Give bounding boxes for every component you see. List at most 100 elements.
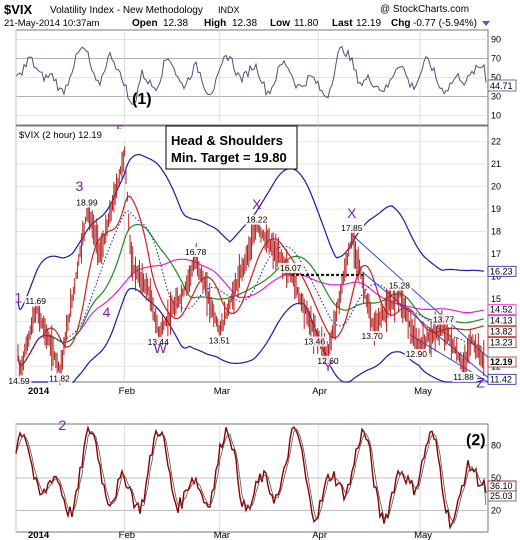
pivot-label: 16.78	[185, 247, 207, 257]
wave-label: 1	[14, 289, 22, 305]
price-tag-box	[487, 304, 517, 316]
wave-label: Y	[323, 358, 333, 374]
stoch-tag-2-box	[487, 490, 517, 502]
pivot-label: 13.46	[304, 336, 326, 346]
rsi-tick-label: 90	[491, 35, 501, 45]
legend-text: $VIX (2 hour) 12.19	[19, 130, 102, 141]
x-tick-label: Apr	[312, 386, 327, 397]
price-tag-box	[487, 265, 517, 277]
x-tick-label: 2014	[28, 386, 50, 397]
pivot-label: 17.85	[341, 223, 363, 233]
pivot-label: 18.22	[246, 215, 268, 225]
pivot-label: 13.44	[148, 337, 170, 347]
dropdown-arrow-icon[interactable]	[482, 21, 490, 26]
stoch-tags: 36.10 25.03	[487, 480, 517, 502]
stoch-tick-label: 20	[491, 505, 501, 515]
price-tag-box	[487, 315, 517, 327]
stoch-wave-label: (2)	[466, 432, 486, 449]
price-tick-label: 22	[491, 137, 501, 147]
wave-label: X	[252, 196, 262, 212]
price-bars	[17, 146, 485, 385]
stoch-d-line	[15, 428, 487, 525]
pivot-label-bg	[387, 280, 412, 291]
pivot-label: 11.88	[453, 372, 474, 382]
high-value: 12.38	[232, 18, 257, 29]
pivot-label-bg	[24, 296, 49, 307]
pivot-label-bg	[48, 373, 73, 384]
pivot-label: 16.07	[280, 263, 302, 273]
pivot-label: 13.77	[433, 315, 455, 325]
low-value: 11.80	[294, 18, 319, 29]
x-tick-label: Feb	[119, 386, 135, 397]
stoch-grid	[16, 445, 488, 511]
legend-bg	[18, 129, 142, 140]
price-tick-label: 17	[491, 249, 501, 259]
price-tag-box	[487, 373, 517, 385]
wave-label: 4	[103, 304, 111, 320]
price-tick-label: 20	[491, 182, 501, 192]
ma-red-line	[17, 195, 484, 367]
stoch-axis: 80 50 20	[491, 441, 501, 516]
pivot-label-bg	[7, 376, 32, 387]
price-tick-label: 21	[491, 159, 501, 169]
price-tag-label: 14.13	[490, 316, 513, 326]
price-tag-label: 11.42	[490, 374, 512, 384]
price-tag-box	[487, 337, 517, 349]
rsi-last-tag: 44.71	[487, 79, 517, 92]
pivot-label-bg	[316, 355, 341, 366]
last-label: Last	[332, 18, 353, 29]
pivot-label-bg	[404, 349, 429, 360]
pivot-label: 14.59	[8, 376, 30, 386]
date-label: 21-May-2014 10:37am	[4, 18, 100, 29]
rsi-axis: 90 70 50 30 10	[491, 35, 501, 121]
price-tag-box	[487, 356, 517, 368]
pivot-label-bg	[452, 371, 477, 382]
last-value: 12.19	[356, 18, 381, 29]
pivot-label-bg	[302, 336, 327, 347]
pivot-label-bg	[207, 335, 232, 346]
symbol-label: $VIX	[4, 2, 33, 17]
rsi-last-box	[487, 79, 517, 92]
stoch-tick-label: 80	[491, 441, 501, 451]
open-value: 12.38	[163, 18, 188, 29]
price-tag-label: 14.52	[490, 305, 513, 315]
trendline	[351, 234, 489, 358]
rsi-tick-label: 30	[491, 92, 501, 102]
pivot-label: 11.82	[49, 373, 70, 383]
wave-labels: 12345WXXYZ	[14, 122, 485, 433]
pivot-label-bg	[146, 336, 171, 347]
high-label: High	[204, 18, 226, 29]
pivot-label: 15.28	[389, 281, 411, 291]
stoch-tag-2: 25.03	[490, 491, 513, 501]
pivot-label: 18.99	[76, 197, 98, 207]
price-tick-label: 15	[491, 294, 501, 304]
wave-label: 2	[59, 417, 67, 433]
stoch-tag-1: 36.10	[490, 481, 513, 491]
pivot-label-bg	[279, 262, 304, 273]
pivot-label: 13.70	[362, 331, 384, 341]
price-tick-label: 19	[491, 204, 501, 214]
chg-label: Chg	[391, 18, 410, 29]
wave-label: 3	[76, 178, 84, 194]
ma-magenta-line	[17, 258, 484, 367]
pivot-label: 13.51	[209, 335, 231, 345]
rsi-wave-label: (1)	[132, 91, 152, 108]
watermark: @ StockCharts.com	[380, 4, 469, 15]
rsi-grid	[16, 39, 488, 116]
x-axis-bottom: 2014 Feb Mar Apr May	[28, 530, 432, 540]
pivot-labels: 14.59 11.69 11.82 18.99 13.44 16.78 13.51 18.22…	[7, 197, 477, 387]
rsi-line	[15, 45, 487, 105]
index-name: Volatility Index - New Methodology	[50, 5, 203, 16]
pivot-label-bg	[183, 246, 208, 257]
stoch-k-line	[15, 425, 487, 530]
low-label: Low	[270, 18, 290, 29]
annotation-title: Head & Shoulders	[171, 133, 283, 148]
annotation-target: Min. Target = 19.80	[171, 150, 287, 165]
pivot-label-bg	[340, 222, 365, 233]
price-tag-label: 12.19	[490, 357, 513, 367]
price-tag-box	[487, 326, 517, 338]
wave-label: X	[347, 205, 357, 221]
annotation-box	[165, 125, 298, 170]
